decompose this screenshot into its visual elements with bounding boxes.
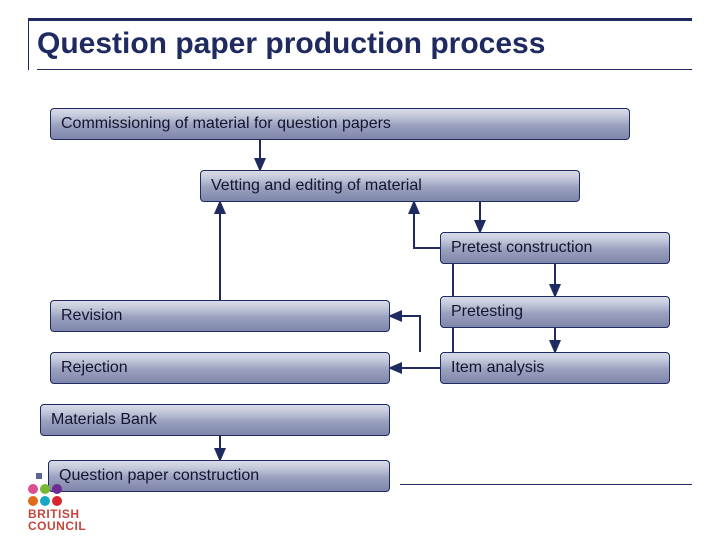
node-pretest_con: Pretest construction — [440, 232, 670, 264]
node-rejection: Rejection — [50, 352, 390, 384]
logo-dot — [28, 496, 38, 506]
logo-dot — [52, 484, 62, 494]
edge-item_analysis-to-vetting — [414, 202, 453, 352]
node-revision: Revision — [50, 300, 390, 332]
node-vetting: Vetting and editing of material — [200, 170, 580, 202]
node-commissioning: Commissioning of material for question p… — [50, 108, 630, 140]
bullet-decor — [36, 473, 42, 479]
logo-dot — [40, 496, 50, 506]
node-pretesting: Pretesting — [440, 296, 670, 328]
node-bank: Materials Bank — [40, 404, 390, 436]
edge-item_analysis-to-revision — [390, 316, 420, 352]
arrows-layer — [0, 0, 720, 540]
node-qpc: Question paper construction — [48, 460, 390, 492]
footer-rule — [400, 484, 692, 485]
logo-text-2: COUNCIL — [28, 520, 86, 532]
page-title: Question paper production process — [37, 27, 692, 70]
british-council-logo: BRITISH COUNCIL — [28, 484, 86, 532]
node-item_analysis: Item analysis — [440, 352, 670, 384]
logo-dot — [28, 484, 38, 494]
title-container: Question paper production process — [28, 18, 692, 70]
logo-dot — [40, 484, 50, 494]
logo-dot — [52, 496, 62, 506]
